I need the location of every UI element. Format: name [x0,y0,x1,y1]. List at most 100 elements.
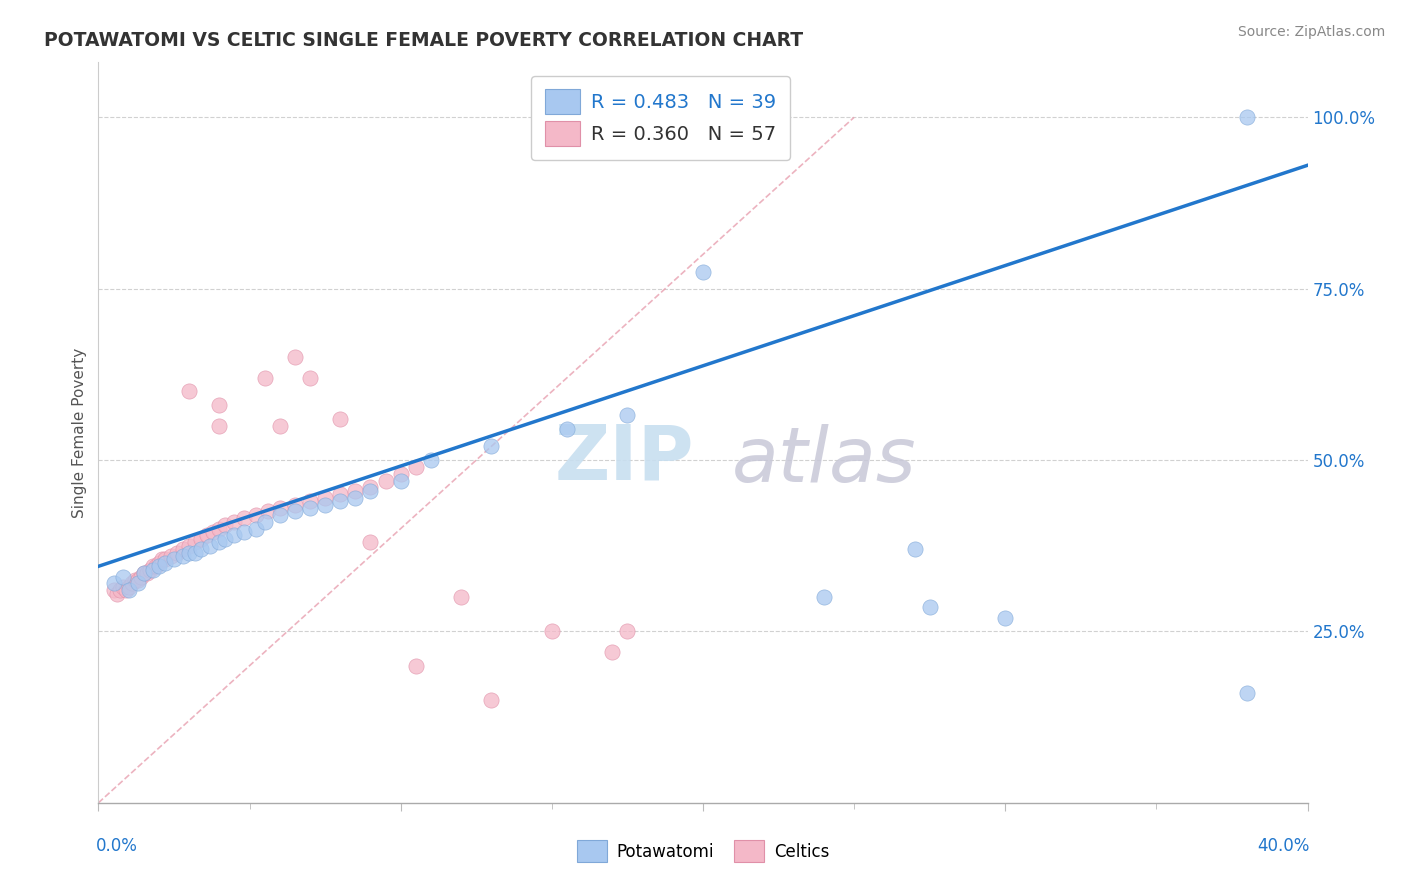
Point [127,573,149,587]
Point [129,569,152,583]
Point [374,474,396,488]
Legend: Potawatomi, Celtics: Potawatomi, Celtics [569,834,837,869]
Point [299,501,322,516]
Point [208,522,231,536]
Point [269,501,291,516]
Point [344,483,367,498]
Point [269,508,291,522]
Point [232,524,254,539]
Point [166,545,188,559]
Point [118,580,141,594]
Point [121,576,143,591]
Point [616,409,638,423]
Point [179,539,201,553]
Point [344,491,367,505]
Point [111,569,134,583]
Point [299,494,322,508]
Point [245,522,267,536]
Point [555,422,578,436]
Point [142,559,165,574]
Point [284,350,307,364]
Point [284,498,307,512]
Point [127,576,149,591]
Point [214,518,236,533]
Point [405,658,427,673]
Point [172,549,194,563]
Point [329,412,352,426]
Point [179,384,201,399]
Point [918,600,941,615]
Point [904,542,927,557]
Point [214,532,236,546]
Point [135,566,157,581]
Point [179,545,201,559]
Point [114,583,136,598]
Point [540,624,562,639]
Point [224,515,246,529]
Point [105,587,128,601]
Text: atlas: atlas [731,424,917,498]
Text: ZIP: ZIP [554,422,695,496]
Point [108,583,131,598]
Point [118,583,141,598]
Point [111,580,134,594]
Point [150,552,173,566]
Point [329,487,352,501]
Text: 0.0%: 0.0% [96,837,138,855]
Point [172,542,194,557]
Point [450,590,472,604]
Point [299,371,322,385]
Point [142,563,165,577]
Point [124,573,146,587]
Point [200,539,222,553]
Y-axis label: Single Female Poverty: Single Female Poverty [72,348,87,517]
Point [132,566,155,581]
Point [1236,110,1258,124]
Point [405,459,427,474]
Point [389,474,412,488]
Point [420,453,443,467]
Point [256,504,278,518]
Point [994,610,1017,624]
Text: 40.0%: 40.0% [1257,837,1310,855]
Point [184,545,207,559]
Point [148,556,170,570]
Point [245,508,267,522]
Point [103,576,125,591]
Point [145,559,167,574]
Point [253,371,276,385]
Point [481,693,503,707]
Point [163,552,186,566]
Point [253,515,276,529]
Point [269,418,291,433]
Point [389,467,412,481]
Point [160,549,183,563]
Point [224,528,246,542]
Point [132,566,155,581]
Point [616,624,638,639]
Point [208,535,231,549]
Point [360,480,382,494]
Point [1236,686,1258,700]
Point [139,563,162,577]
Text: Source: ZipAtlas.com: Source: ZipAtlas.com [1237,25,1385,39]
Point [202,524,225,539]
Point [360,483,382,498]
Point [148,559,170,574]
Point [184,535,207,549]
Point [692,264,714,278]
Point [360,535,382,549]
Point [329,494,352,508]
Point [284,504,307,518]
Point [153,552,176,566]
Point [190,542,212,557]
Point [103,583,125,598]
Point [232,511,254,525]
Point [314,491,336,505]
Point [195,528,218,542]
Point [153,556,176,570]
Point [190,532,212,546]
Point [208,398,231,412]
Point [813,590,835,604]
Point [602,645,624,659]
